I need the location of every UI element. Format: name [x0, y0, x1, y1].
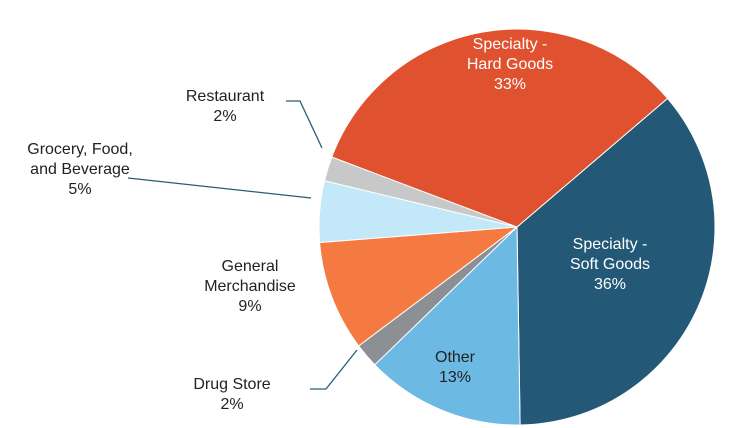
slice-label: Grocery, Food, and Beverage 5%	[27, 140, 133, 200]
percent: 2%	[220, 396, 244, 413]
category: Restaurant	[185, 88, 265, 105]
slice-label: Specialty - Hard Goods 33%	[467, 35, 553, 95]
category: Other	[434, 349, 476, 366]
pie-slice	[331, 28, 669, 228]
leader-line	[286, 100, 323, 149]
percent: 9%	[238, 298, 262, 315]
category: Grocery, Food, and Beverage	[27, 141, 133, 178]
percent: 33%	[493, 76, 527, 93]
percent: 2%	[213, 108, 237, 125]
pie-slice	[374, 225, 521, 426]
pie-slice	[319, 226, 519, 347]
percent: 36%	[593, 276, 627, 293]
leader-line	[127, 177, 312, 199]
slice-label: Other 13%	[435, 348, 475, 388]
pie-slice	[516, 97, 716, 426]
category: Specialty - Hard Goods	[466, 36, 554, 73]
category: General Merchandise	[204, 258, 296, 295]
category: Drug Store	[193, 376, 271, 393]
percent: 5%	[68, 181, 92, 198]
slice-label: Restaurant 2%	[186, 87, 264, 127]
percent: 13%	[438, 369, 472, 386]
slice-label: General Merchandise 9%	[204, 257, 296, 317]
slice-label: Specialty - Soft Goods 36%	[570, 235, 650, 295]
slice-label: Drug Store 2%	[193, 375, 270, 415]
category: Specialty - Soft Goods	[569, 236, 651, 273]
leader-line	[310, 349, 358, 390]
